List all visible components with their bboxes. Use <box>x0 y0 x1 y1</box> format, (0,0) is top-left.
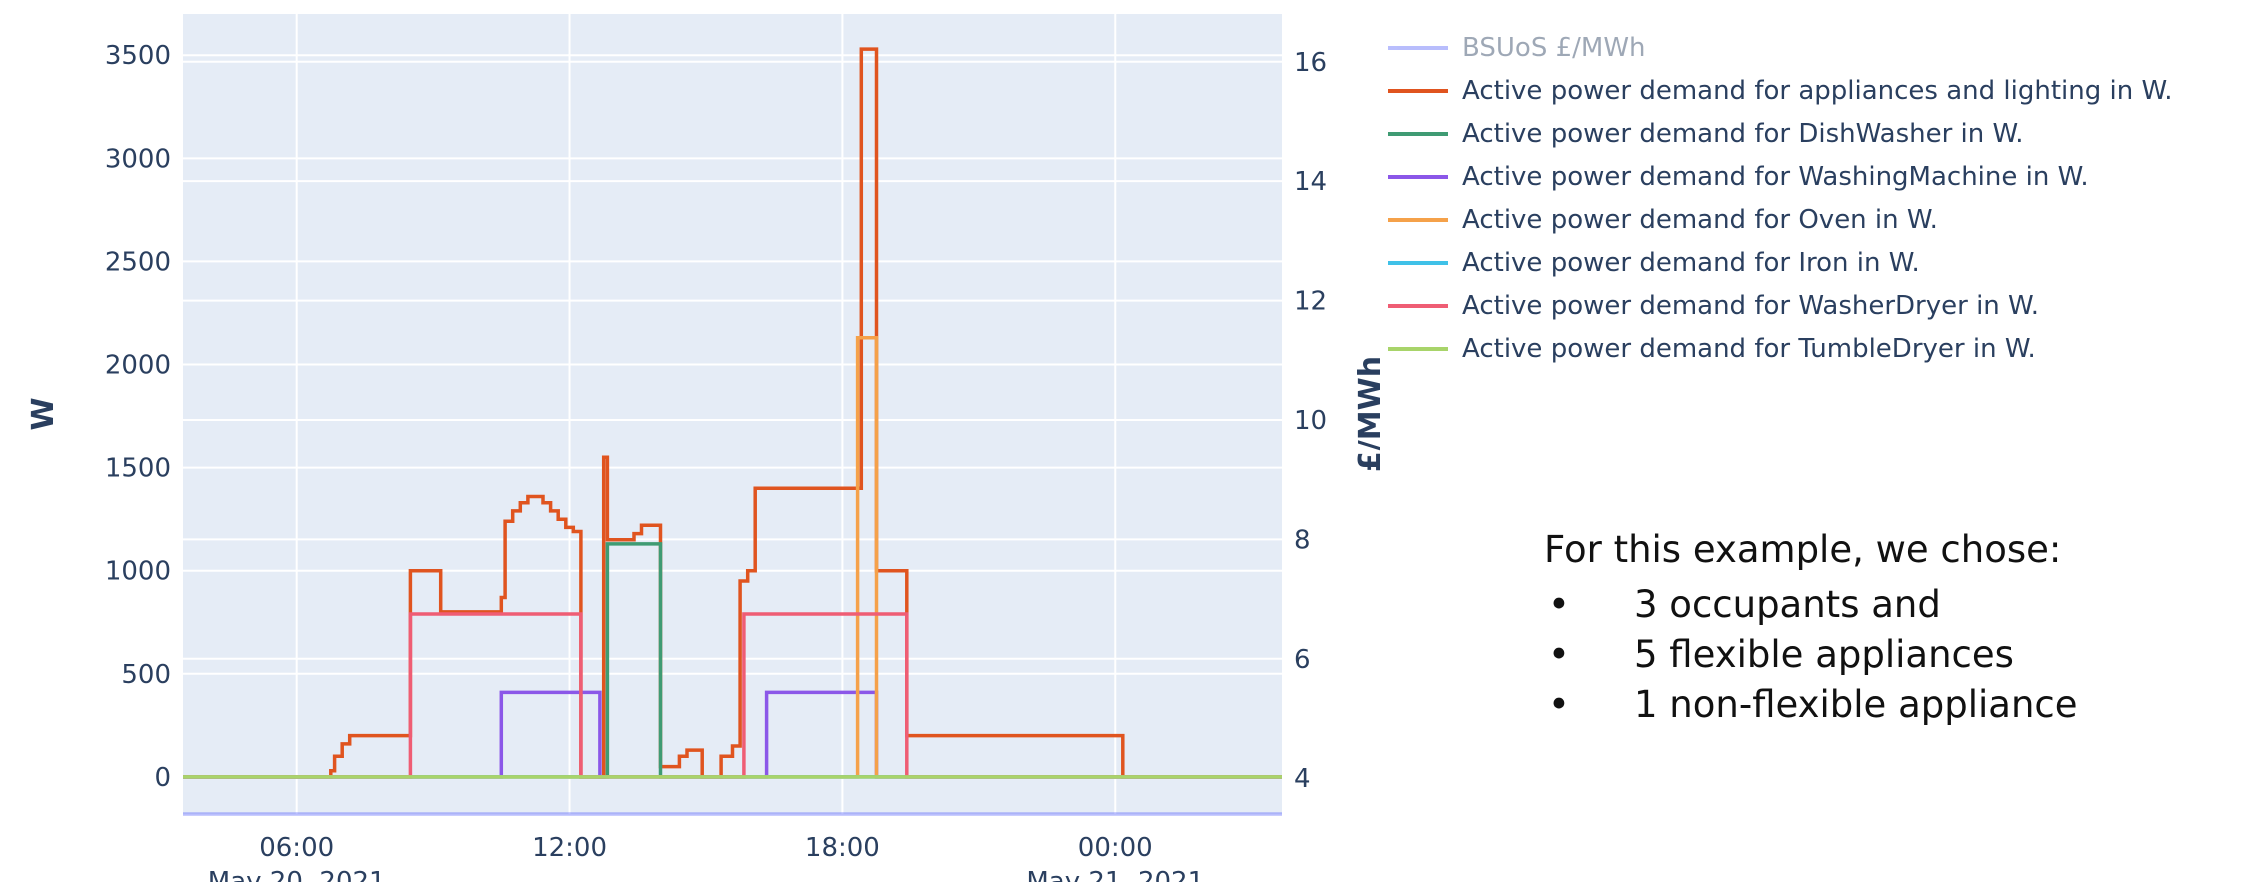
legend-swatch <box>1388 217 1448 222</box>
legend-item[interactable]: Active power demand for WashingMachine i… <box>1388 155 2172 198</box>
y-right-tick-label: 4 <box>1294 764 1311 794</box>
y-right-tick-label: 16 <box>1294 48 1327 78</box>
note-item: • 3 occupants and <box>1544 579 2078 629</box>
plot-background <box>183 14 1282 814</box>
y-left-tick-label: 1500 <box>105 454 171 484</box>
legend: BSUoS £/MWh Active power demand for appli… <box>1388 26 2172 370</box>
legend-label: Active power demand for DishWasher in W. <box>1462 118 2024 149</box>
legend-swatch <box>1388 88 1448 93</box>
note-item: • 5 flexible appliances <box>1544 629 2078 679</box>
y-left-tick-label: 3500 <box>105 41 171 71</box>
y-right-tick-label: 8 <box>1294 525 1311 555</box>
y-left-tick-label: 1000 <box>105 557 171 587</box>
y-right-tick-label: 6 <box>1294 645 1311 675</box>
x-tick-date-label: May 20, 2021 <box>208 867 386 882</box>
y-left-tick-label: 2000 <box>105 351 171 381</box>
x-tick-label: 06:00 <box>259 833 334 863</box>
y-left-tick-label: 0 <box>154 763 171 793</box>
note-title: For this example, we chose: <box>1544 528 2062 571</box>
grid-lines <box>183 14 1282 814</box>
legend-swatch <box>1388 303 1448 308</box>
y-axis-right-title: £/MWh <box>1353 356 1380 472</box>
legend-swatch <box>1388 131 1448 136</box>
bullet-marker: • <box>1548 682 1570 726</box>
note-item-text: 5 flexible appliances <box>1634 632 2014 676</box>
legend-item[interactable]: Active power demand for WasherDryer in W… <box>1388 284 2172 327</box>
legend-item[interactable]: Active power demand for Iron in W. <box>1388 241 2172 284</box>
legend-label: Active power demand for WasherDryer in W… <box>1462 290 2040 321</box>
chart: 0 500 1000 1500 2000 2500 3000 3500 4 6 8 10 12 14 16 0… <box>26 14 1380 882</box>
legend-item[interactable]: Active power demand for DishWasher in W. <box>1388 112 2172 155</box>
x-tick-label: 00:00 <box>1078 833 1153 863</box>
legend-swatch <box>1388 174 1448 179</box>
legend-swatch <box>1388 260 1448 265</box>
legend-label: BSUoS £/MWh <box>1462 32 1646 63</box>
bullet-marker: • <box>1548 582 1570 626</box>
legend-label: Active power demand for WashingMachine i… <box>1462 161 2089 192</box>
legend-label: Active power demand for Iron in W. <box>1462 247 1920 278</box>
legend-label: Active power demand for TumbleDryer in W… <box>1462 333 2036 364</box>
x-tick-label: 12:00 <box>532 833 607 863</box>
tick-labels: 0 500 1000 1500 2000 2500 3000 3500 4 6 8 10 12 14 16 0… <box>105 41 1327 882</box>
legend-item[interactable]: Active power demand for Oven in W. <box>1388 198 2172 241</box>
note-item-text: 1 non-flexible appliance <box>1634 682 2078 726</box>
legend-item[interactable]: Active power demand for TumbleDryer in W… <box>1388 327 2172 370</box>
x-tick-label: 18:00 <box>805 833 880 863</box>
y-right-tick-label: 10 <box>1294 406 1327 436</box>
example-note: For this example, we chose: • 3 occupant… <box>1544 528 2078 729</box>
bullet-marker: • <box>1548 632 1570 676</box>
y-left-tick-label: 2500 <box>105 247 171 277</box>
series-lines <box>183 47 1282 816</box>
legend-label: Active power demand for Oven in W. <box>1462 204 1938 235</box>
y-axis-left-title: W <box>26 397 61 430</box>
y-right-tick-label: 12 <box>1294 287 1327 317</box>
note-item-text: 3 occupants and <box>1634 582 1941 626</box>
y-left-tick-label: 500 <box>121 660 171 690</box>
y-left-tick-label: 3000 <box>105 144 171 174</box>
legend-label: Active power demand for appliances and l… <box>1462 75 2173 106</box>
note-item: • 1 non-flexible appliance <box>1544 679 2078 729</box>
y-right-tick-label: 14 <box>1294 167 1327 197</box>
legend-swatch <box>1388 346 1448 351</box>
x-tick-date-label: May 21, 2021 <box>1026 867 1204 882</box>
legend-item[interactable]: Active power demand for appliances and l… <box>1388 69 2172 112</box>
legend-item[interactable]: BSUoS £/MWh <box>1388 26 2172 69</box>
legend-swatch <box>1388 45 1448 50</box>
